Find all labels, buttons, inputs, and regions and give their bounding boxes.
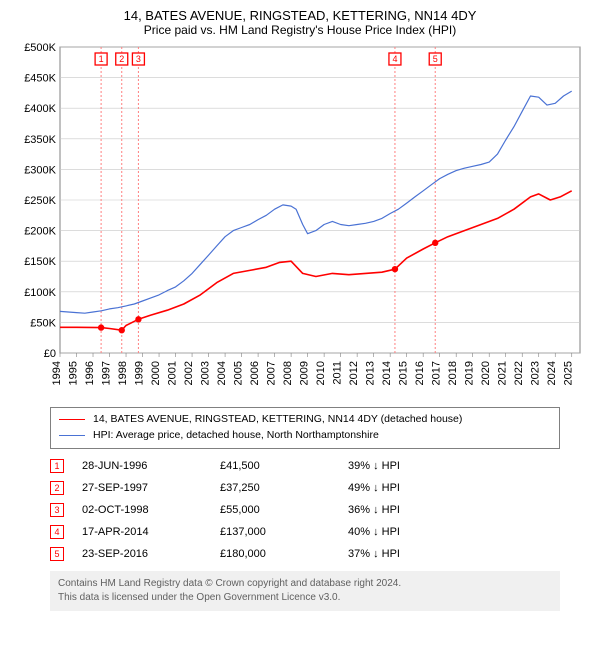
legend: 14, BATES AVENUE, RINGSTEAD, KETTERING, …	[50, 407, 560, 449]
svg-text:2000: 2000	[150, 361, 162, 385]
svg-text:1996: 1996	[84, 361, 96, 385]
svg-text:2013: 2013	[365, 361, 377, 385]
table-row: 5 23-SEP-2016 £180,000 37% ↓ HPI	[50, 543, 584, 565]
svg-text:2019: 2019	[464, 361, 476, 385]
svg-text:2017: 2017	[431, 361, 443, 385]
tx-marker: 2	[50, 481, 64, 495]
svg-text:£500K: £500K	[24, 42, 56, 54]
svg-text:2023: 2023	[530, 361, 542, 385]
tx-delta: 37% ↓ HPI	[348, 548, 468, 560]
svg-text:2015: 2015	[398, 361, 410, 385]
legend-row-price-paid: 14, BATES AVENUE, RINGSTEAD, KETTERING, …	[59, 412, 551, 428]
svg-text:£150K: £150K	[24, 256, 56, 268]
table-row: 3 02-OCT-1998 £55,000 36% ↓ HPI	[50, 499, 584, 521]
svg-text:£50K: £50K	[30, 317, 56, 329]
svg-text:3: 3	[136, 54, 141, 64]
svg-text:2001: 2001	[167, 361, 179, 385]
svg-text:2010: 2010	[315, 361, 327, 385]
svg-text:2024: 2024	[546, 361, 558, 385]
page-subtitle: Price paid vs. HM Land Registry's House …	[12, 23, 588, 37]
svg-text:£0: £0	[44, 348, 56, 360]
svg-text:2003: 2003	[200, 361, 212, 385]
tx-marker: 3	[50, 503, 64, 517]
svg-text:2007: 2007	[266, 361, 278, 385]
legend-swatch-price-paid	[59, 419, 85, 420]
tx-delta: 40% ↓ HPI	[348, 526, 468, 538]
svg-text:1: 1	[99, 54, 104, 64]
svg-text:£400K: £400K	[24, 103, 56, 115]
svg-text:£300K: £300K	[24, 164, 56, 176]
svg-text:1999: 1999	[134, 361, 146, 385]
svg-text:2022: 2022	[513, 361, 525, 385]
svg-text:2004: 2004	[216, 361, 228, 385]
svg-text:2020: 2020	[480, 361, 492, 385]
svg-text:£200K: £200K	[24, 226, 56, 238]
tx-marker: 5	[50, 547, 64, 561]
svg-text:2005: 2005	[233, 361, 245, 385]
transaction-table: 1 28-JUN-1996 £41,500 39% ↓ HPI 2 27-SEP-1997…	[50, 455, 584, 565]
svg-text:2018: 2018	[447, 361, 459, 385]
svg-text:1998: 1998	[117, 361, 129, 385]
tx-delta: 36% ↓ HPI	[348, 504, 468, 516]
svg-text:1994: 1994	[51, 361, 63, 385]
table-row: 2 27-SEP-1997 £37,250 49% ↓ HPI	[50, 477, 584, 499]
legend-label-hpi: HPI: Average price, detached house, Nort…	[93, 428, 379, 444]
tx-price: £137,000	[220, 526, 330, 538]
tx-marker: 4	[50, 525, 64, 539]
table-row: 1 28-JUN-1996 £41,500 39% ↓ HPI	[50, 455, 584, 477]
tx-date: 23-SEP-2016	[82, 548, 202, 560]
svg-text:4: 4	[392, 54, 397, 64]
svg-text:5: 5	[433, 54, 438, 64]
svg-text:2025: 2025	[563, 361, 575, 385]
table-row: 4 17-APR-2014 £137,000 40% ↓ HPI	[50, 521, 584, 543]
tx-date: 28-JUN-1996	[82, 460, 202, 472]
attribution-line1: Contains HM Land Registry data © Crown c…	[58, 577, 552, 591]
attribution-line2: This data is licensed under the Open Gov…	[58, 591, 552, 605]
svg-text:2012: 2012	[348, 361, 360, 385]
svg-text:2016: 2016	[414, 361, 426, 385]
tx-delta: 49% ↓ HPI	[348, 482, 468, 494]
tx-price: £55,000	[220, 504, 330, 516]
svg-text:1995: 1995	[68, 361, 80, 385]
legend-row-hpi: HPI: Average price, detached house, Nort…	[59, 428, 551, 444]
tx-price: £180,000	[220, 548, 330, 560]
svg-text:1997: 1997	[101, 361, 113, 385]
svg-text:2008: 2008	[282, 361, 294, 385]
tx-date: 02-OCT-1998	[82, 504, 202, 516]
svg-text:2021: 2021	[497, 361, 509, 385]
tx-price: £37,250	[220, 482, 330, 494]
chart-area: £0 £50K £100K £150K £200K £250K £300K £350K £400…	[12, 41, 588, 401]
legend-swatch-hpi	[59, 435, 85, 436]
tx-date: 17-APR-2014	[82, 526, 202, 538]
tx-price: £41,500	[220, 460, 330, 472]
svg-text:2011: 2011	[332, 361, 344, 385]
page-title: 14, BATES AVENUE, RINGSTEAD, KETTERING, …	[12, 8, 588, 23]
legend-label-price-paid: 14, BATES AVENUE, RINGSTEAD, KETTERING, …	[93, 412, 462, 428]
tx-date: 27-SEP-1997	[82, 482, 202, 494]
tx-marker: 1	[50, 459, 64, 473]
svg-text:2002: 2002	[183, 361, 195, 385]
attribution: Contains HM Land Registry data © Crown c…	[50, 571, 560, 611]
tx-delta: 39% ↓ HPI	[348, 460, 468, 472]
svg-text:£450K: £450K	[24, 73, 56, 85]
svg-text:2009: 2009	[299, 361, 311, 385]
svg-text:£250K: £250K	[24, 195, 56, 207]
svg-text:£100K: £100K	[24, 287, 56, 299]
svg-text:£350K: £350K	[24, 134, 56, 146]
svg-text:2006: 2006	[249, 361, 261, 385]
svg-text:2: 2	[119, 54, 124, 64]
svg-text:2014: 2014	[381, 361, 393, 385]
chart-container: 14, BATES AVENUE, RINGSTEAD, KETTERING, …	[0, 0, 600, 650]
chart-svg: £0 £50K £100K £150K £200K £250K £300K £350K £400…	[12, 41, 588, 401]
